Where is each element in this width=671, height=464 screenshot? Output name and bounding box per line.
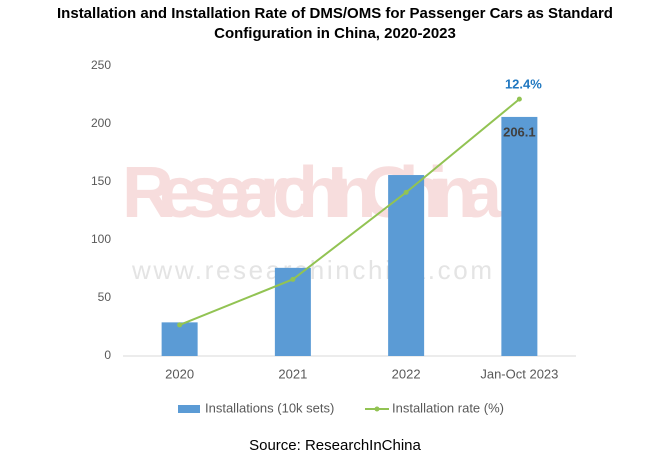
line: [179, 98, 521, 326]
watermark: ResearchInChina: [122, 153, 503, 233]
x-tick-label: 2021: [278, 366, 307, 381]
y-tick-label: 50: [98, 290, 112, 304]
watermark: www.researchinchina.com: [131, 255, 492, 285]
bar: [501, 116, 538, 356]
line-marker: [177, 322, 183, 328]
line-marker: [290, 276, 296, 282]
line-marker: [403, 189, 409, 195]
data-label: 12.4%: [505, 77, 542, 92]
line-marker: [516, 96, 522, 102]
x-tick-label: Jan-Oct 2023: [480, 366, 558, 381]
y-tick-label: 250: [91, 58, 111, 72]
y-tick-label: 150: [91, 174, 111, 188]
x-tick-label: 2020: [165, 366, 194, 381]
legend-label: Installation rate (%): [392, 400, 504, 415]
bar: [274, 267, 311, 356]
chart-title: Configuration in China, 2020-2023: [214, 25, 456, 42]
legend-swatch: [178, 405, 200, 413]
chart-title: Installation and Installation Rate of DM…: [57, 5, 613, 22]
bar: [388, 175, 425, 356]
legend-swatch: [374, 406, 380, 412]
source: Source: ResearchInChina: [249, 437, 421, 454]
x-tick-label: 2022: [392, 366, 421, 381]
y-tick-label: 200: [91, 116, 111, 130]
y-tick-label: 0: [104, 348, 111, 362]
legend-label: Installations (10k sets): [205, 400, 334, 415]
bar: [161, 322, 198, 356]
y-tick-label: 100: [91, 232, 111, 246]
data-label: 206.1: [503, 124, 536, 139]
